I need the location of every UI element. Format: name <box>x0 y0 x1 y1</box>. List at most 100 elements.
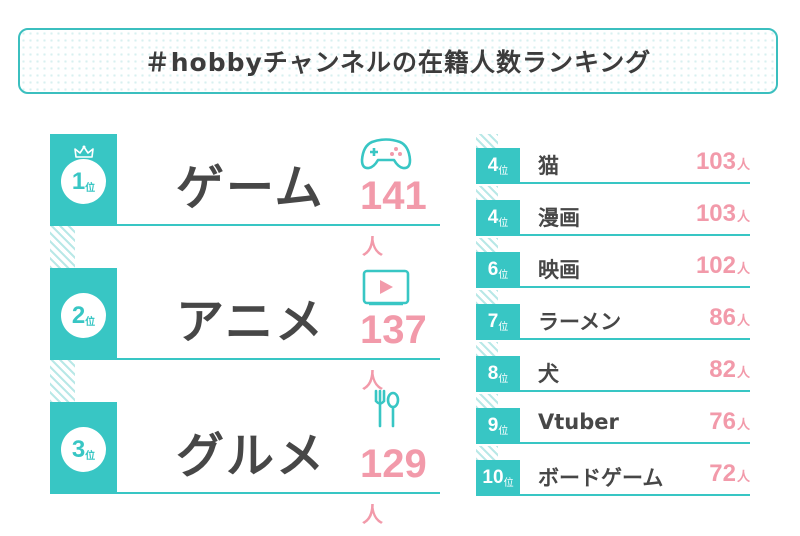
rank-number: 9 <box>487 415 499 436</box>
rank-number: 4 <box>487 155 499 176</box>
count-value: 86 <box>709 304 736 331</box>
hobby-name: 猫 <box>538 154 559 178</box>
count-value: 137 <box>360 308 427 352</box>
underline <box>520 390 750 392</box>
member-count: 102人 <box>696 252 750 280</box>
hobby-name: アニメ <box>176 294 326 350</box>
rank-number: 6 <box>487 259 499 280</box>
hatch-decoration <box>476 394 498 408</box>
hatch-decoration <box>476 290 498 304</box>
count-unit: 人 <box>736 262 750 277</box>
count-unit: 人 <box>736 210 750 225</box>
count-value: 103 <box>695 200 736 227</box>
count-unit: 人 <box>736 314 750 329</box>
count-unit: 人 <box>736 158 750 173</box>
crown-icon <box>74 145 94 158</box>
hatch-decoration <box>50 226 75 268</box>
hatch-decoration <box>476 238 498 252</box>
member-count: 137 人 <box>360 308 440 398</box>
rank-suffix: 位 <box>85 316 96 328</box>
count-value: 102 <box>695 252 736 279</box>
rank-number: 1 <box>71 167 86 195</box>
rank-suffix: 位 <box>498 217 509 229</box>
title-banner: ＃hobbyチャンネルの在籍人数ランキング <box>18 28 778 94</box>
hobby-name: グルメ <box>176 428 327 484</box>
underline <box>520 182 750 184</box>
count-value: 76 <box>709 408 736 435</box>
hatch-decoration <box>476 186 498 200</box>
underline <box>117 224 440 226</box>
count-unit: 人 <box>736 470 750 485</box>
member-count: 86人 <box>709 304 750 332</box>
rank-number: 7 <box>487 311 499 332</box>
member-count: 103人 <box>696 200 750 228</box>
list-item: 10 位 ボードゲーム 72人 <box>476 446 750 498</box>
rank-number: 2 <box>71 301 86 329</box>
count-value: 72 <box>709 460 736 487</box>
rank-suffix: 位 <box>85 182 96 194</box>
hobby-name: ラーメン <box>538 310 622 334</box>
count-value: 82 <box>709 356 736 383</box>
hobby-name: ボードゲーム <box>538 466 664 490</box>
video-player-icon <box>362 269 410 306</box>
rank-number: 4 <box>487 207 499 228</box>
underline <box>520 234 750 236</box>
hobby-name: ゲーム <box>176 160 325 216</box>
count-value: 141 <box>360 174 427 218</box>
underline <box>520 442 750 444</box>
rank-suffix: 位 <box>498 321 509 333</box>
hatch-decoration <box>476 134 498 148</box>
fork-spoon-icon <box>374 389 400 428</box>
hobby-name: 映画 <box>538 258 580 282</box>
page-title: ＃hobbyチャンネルの在籍人数ランキング <box>144 48 652 77</box>
rank-suffix: 位 <box>498 425 509 437</box>
rank-number: 8 <box>487 363 499 384</box>
member-count: 76人 <box>709 408 750 436</box>
count-unit: 人 <box>362 369 383 393</box>
rank-suffix: 位 <box>498 269 509 281</box>
member-count: 129 人 <box>360 442 440 532</box>
rank-suffix: 位 <box>498 373 509 385</box>
count-value: 129 <box>360 442 427 486</box>
rank-number: 3 <box>71 435 86 463</box>
hatch-decoration <box>476 446 498 460</box>
member-count: 141 人 <box>360 174 440 264</box>
hobby-name: 犬 <box>538 362 559 386</box>
count-value: 103 <box>695 148 736 175</box>
hatch-decoration <box>50 360 75 402</box>
count-unit: 人 <box>736 418 750 433</box>
rank-number: 10 <box>482 467 504 488</box>
game-controller-icon <box>360 138 412 170</box>
underline <box>520 338 750 340</box>
rank-suffix: 位 <box>85 450 96 462</box>
underline <box>117 492 440 494</box>
hobby-name: 漫画 <box>538 206 580 230</box>
underline <box>520 494 750 496</box>
rank-badge: 10 位 <box>476 460 520 496</box>
hatch-decoration <box>476 342 498 356</box>
member-count: 103人 <box>696 148 750 176</box>
count-unit: 人 <box>362 503 383 527</box>
member-count: 72人 <box>709 460 750 488</box>
member-count: 82人 <box>709 356 750 384</box>
underline <box>117 358 440 360</box>
count-unit: 人 <box>362 235 383 259</box>
